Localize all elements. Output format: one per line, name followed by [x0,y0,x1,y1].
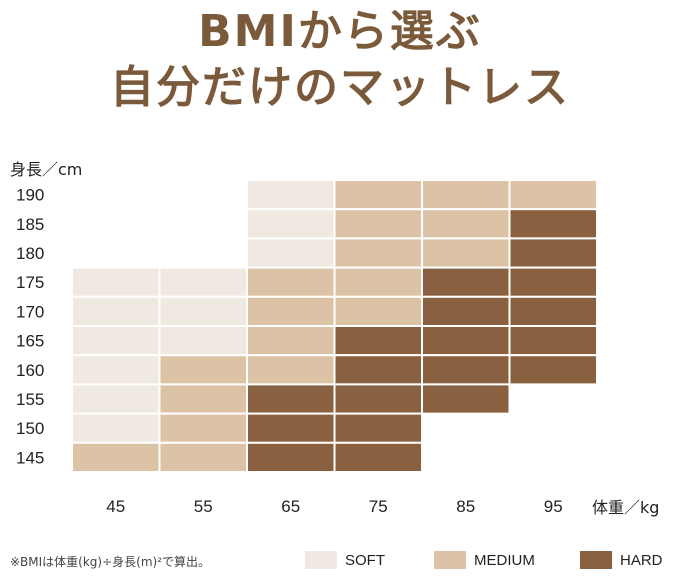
footnote: ※BMIは体重(kg)÷身長(m)²で算出。 [10,555,211,569]
x-tick-label: 85 [456,497,475,516]
cell-170-95 [508,295,598,327]
cell-145-65 [246,441,336,473]
cell-190-65 [246,179,336,211]
cell-175-55 [158,266,248,298]
cell-165-85 [421,325,511,357]
cell-155-55 [158,383,248,415]
cell-160-45 [71,354,161,386]
x-axis-label: 体重／kg [592,498,660,517]
cell-165-75 [333,325,423,357]
cell-180-75 [333,237,423,269]
cell-175-95 [508,266,598,298]
y-tick-label: 170 [16,302,44,321]
y-tick-label: 150 [16,419,44,438]
cell-170-65 [246,295,336,327]
cell-190-95 [508,179,598,211]
x-tick-label: 55 [194,497,213,516]
y-tick-label: 160 [16,361,44,380]
cell-155-45 [71,383,161,415]
cell-155-65 [246,383,336,415]
legend-medium-label: MEDIUM [474,551,535,569]
x-tick-label: 65 [281,497,300,516]
legend-medium-swatch [434,551,466,569]
y-tick-label: 175 [16,273,44,292]
cell-145-45 [71,441,161,473]
legend-medium: MEDIUM [434,549,535,571]
y-tick-label: 165 [16,332,44,351]
cell-170-85 [421,295,511,327]
x-tick-label: 75 [369,497,388,516]
x-tick-label: 45 [106,497,125,516]
legend-hard: HARD [580,549,663,571]
cell-165-55 [158,325,248,357]
x-tick-label: 95 [544,497,563,516]
legend-soft: SOFT [305,549,385,571]
legend-soft-swatch [305,551,337,569]
cell-160-55 [158,354,248,386]
cell-185-75 [333,208,423,240]
cell-180-95 [508,237,598,269]
cell-165-45 [71,325,161,357]
legend-hard-swatch [580,551,612,569]
y-tick-label: 155 [16,390,44,409]
cell-175-85 [421,266,511,298]
cell-175-45 [71,266,161,298]
y-tick-label: 185 [16,215,44,234]
cell-175-65 [246,266,336,298]
cell-165-95 [508,325,598,357]
cell-160-95 [508,354,598,386]
cell-165-65 [246,325,336,357]
cell-150-45 [71,412,161,444]
cell-190-85 [421,179,511,211]
cell-170-75 [333,295,423,327]
cell-150-75 [333,412,423,444]
cell-145-75 [333,441,423,473]
cell-160-65 [246,354,336,386]
cell-185-65 [246,208,336,240]
cell-155-75 [333,383,423,415]
legend-soft-label: SOFT [345,551,385,569]
cell-170-55 [158,295,248,327]
cell-180-85 [421,237,511,269]
y-tick-label: 190 [16,186,44,205]
y-axis-label: 身長／cm [10,160,83,179]
cell-160-75 [333,354,423,386]
cell-155-85 [421,383,511,415]
cell-170-45 [71,295,161,327]
cell-185-85 [421,208,511,240]
cell-185-95 [508,208,598,240]
title-line-1: BMIから選ぶ [198,6,482,57]
cell-145-55 [158,441,248,473]
title-line-2: 自分だけのマットレス [110,62,570,113]
y-tick-label: 180 [16,244,44,263]
y-tick-label: 145 [16,448,44,467]
cell-180-65 [246,237,336,269]
cell-150-55 [158,412,248,444]
cell-190-75 [333,179,423,211]
cell-175-75 [333,266,423,298]
cell-160-85 [421,354,511,386]
cell-150-65 [246,412,336,444]
legend-hard-label: HARD [620,551,663,569]
